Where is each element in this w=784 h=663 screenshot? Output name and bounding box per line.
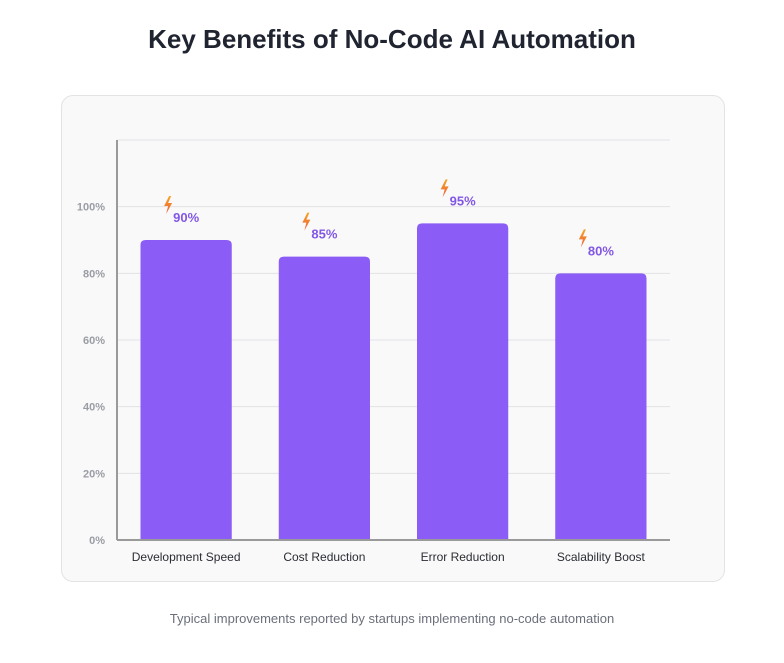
- data-label: 90%: [173, 210, 199, 225]
- lightning-bolt-icon: [578, 229, 587, 248]
- data-label: 85%: [311, 227, 337, 242]
- x-tick-label: Error Reduction: [421, 550, 505, 564]
- lightning-bolt-icon: [164, 196, 173, 214]
- bar-error-reduction: [417, 223, 509, 541]
- chart-caption: Typical improvements reported by startup…: [169, 611, 615, 626]
- bar-scalability-boost: [555, 273, 647, 540]
- x-tick-label: Development Speed: [132, 550, 241, 564]
- y-tick-label: 100%: [77, 202, 105, 214]
- bar-development-speed: [140, 240, 232, 540]
- data-label: 80%: [588, 243, 614, 258]
- y-tick-label: 20%: [83, 468, 105, 480]
- y-tick-label: 40%: [83, 402, 105, 414]
- x-tick-label: Scalability Boost: [557, 550, 646, 564]
- y-tick-label: 80%: [83, 268, 105, 280]
- data-label: 95%: [450, 193, 476, 208]
- y-tick-label: 60%: [83, 335, 105, 347]
- x-tick-label: Cost Reduction: [283, 550, 365, 564]
- y-tick-label: 0%: [89, 535, 105, 547]
- bar-cost-reduction: [278, 256, 370, 540]
- chart-title: Key Benefits of No-Code AI Automation: [148, 24, 636, 54]
- lightning-bolt-icon: [302, 212, 311, 231]
- lightning-bolt-icon: [440, 179, 449, 198]
